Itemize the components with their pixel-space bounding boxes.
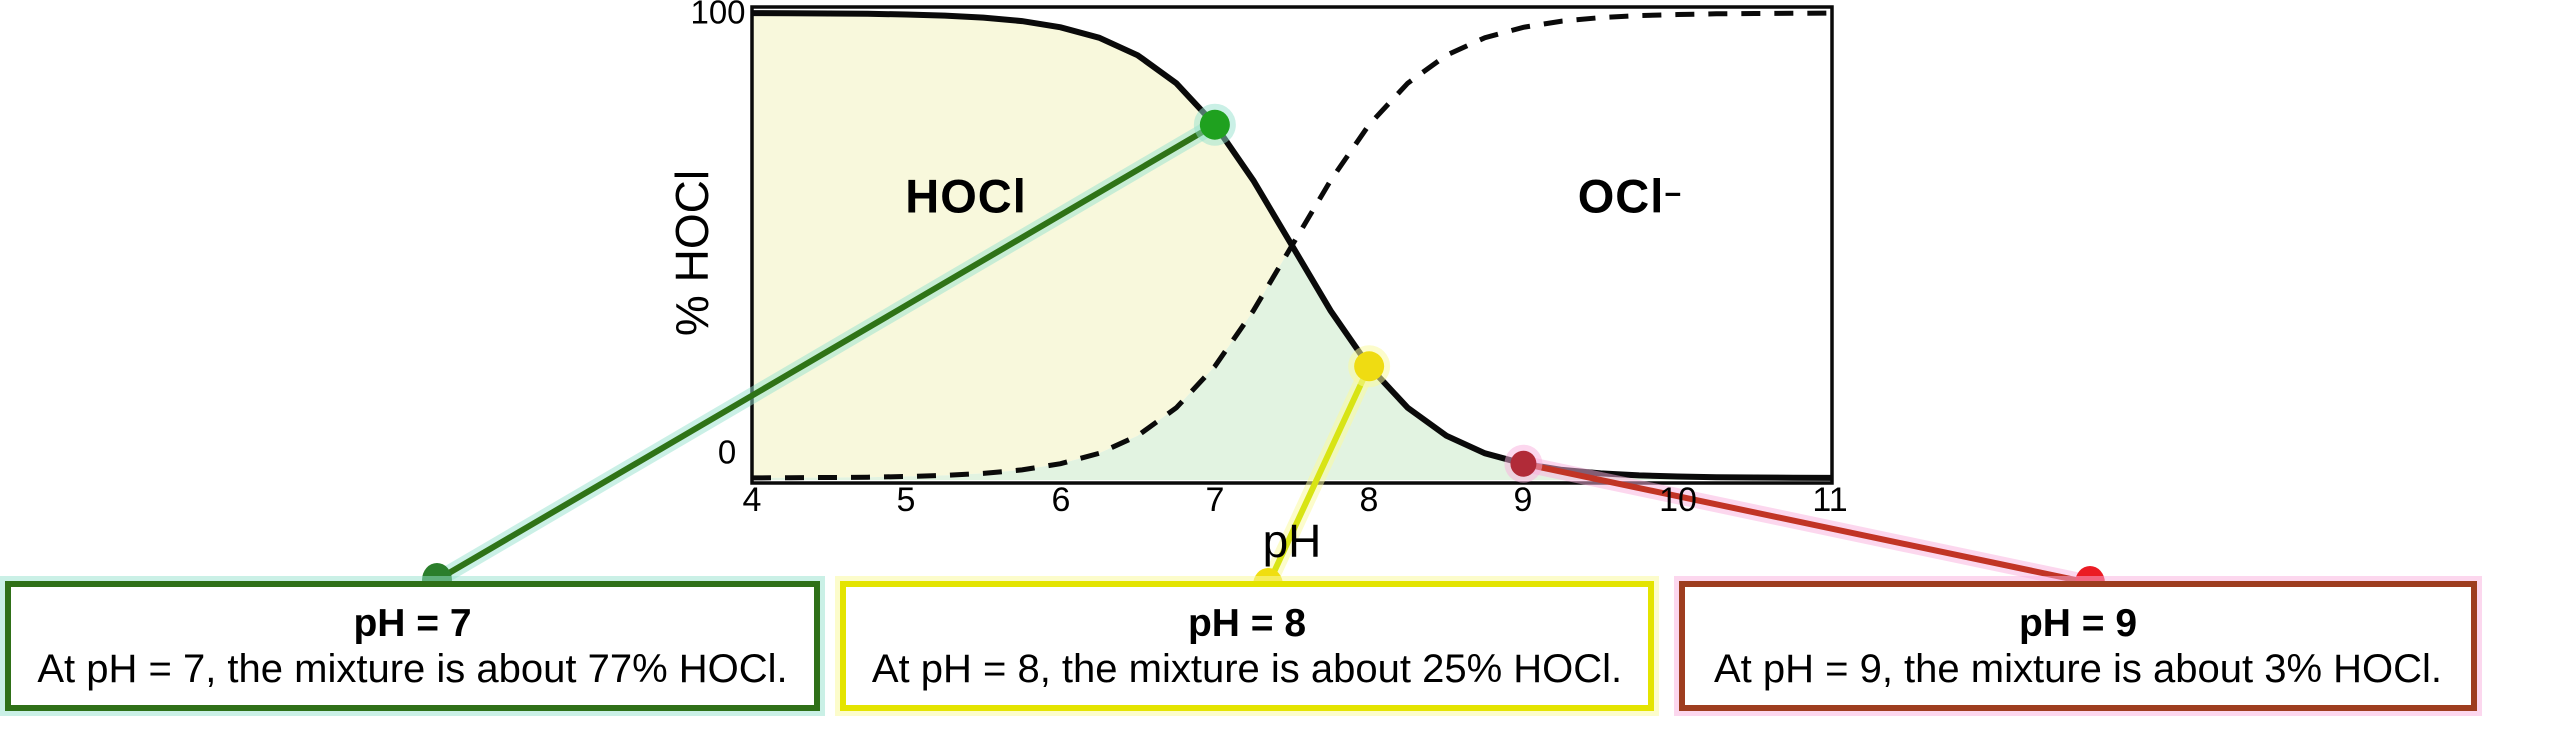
overlap-region-fill — [752, 245, 1832, 480]
x-tick-5: 5 — [896, 481, 916, 519]
connector-line-ph9 — [1520, 460, 2093, 586]
x-tick-9: 9 — [1513, 481, 1533, 519]
y-tick-100: 100 — [690, 0, 746, 31]
connector-lines — [429, 116, 2098, 593]
hocl-solid-curve — [751, 10, 1833, 481]
y-tick-0: 0 — [717, 433, 737, 471]
connector-line-ph8 — [1265, 363, 1373, 588]
curve-dot-ph9 — [1510, 450, 1537, 477]
x-tick-8: 8 — [1359, 481, 1379, 519]
x-tick-6: 6 — [1051, 481, 1071, 519]
curve-dot-ph7 — [1199, 109, 1230, 140]
x-tick-11: 11 — [1812, 481, 1848, 519]
x-tick-10: 10 — [1659, 481, 1697, 519]
callout-ph8-body: At pH = 8, the mixture is about 25% HOCl… — [871, 646, 1623, 691]
curve-dot-ph8 — [1354, 351, 1385, 382]
hocl-region-label: HOCl — [905, 169, 1027, 223]
callout-ph9: pH = 9 At pH = 9, the mixture is about 3… — [1679, 581, 2477, 711]
callout-ph8-heading: pH = 8 — [1187, 601, 1307, 645]
x-tick-7: 7 — [1205, 481, 1225, 519]
callout-ph7-heading: pH = 7 — [353, 601, 472, 645]
y-axis-title: % HOCl — [666, 169, 718, 337]
callout-ph7-body: At pH = 7, the mixture is about 77% HOCl… — [37, 646, 788, 691]
plot-frame — [750, 5, 1834, 485]
callout-ph9-body: At pH = 9, the mixture is about 3% HOCl. — [1713, 646, 2443, 691]
x-axis-title: pH — [1262, 515, 1322, 567]
callout-ph9-heading: pH = 9 — [2018, 601, 2138, 645]
ocl-charge-sign: − — [1664, 178, 1683, 211]
ocl-base: OCl — [1577, 169, 1665, 223]
x-tick-4: 4 — [742, 481, 762, 519]
marker-dots — [422, 103, 2105, 602]
callout-ph8: pH = 8 At pH = 8, the mixture is about 2… — [840, 581, 1654, 711]
ocl-region-label: OCl− — [1578, 173, 1683, 220]
connector-line-ph7 — [434, 121, 1218, 583]
callout-ph7: pH = 7 At pH = 7, the mixture is about 7… — [5, 581, 820, 711]
